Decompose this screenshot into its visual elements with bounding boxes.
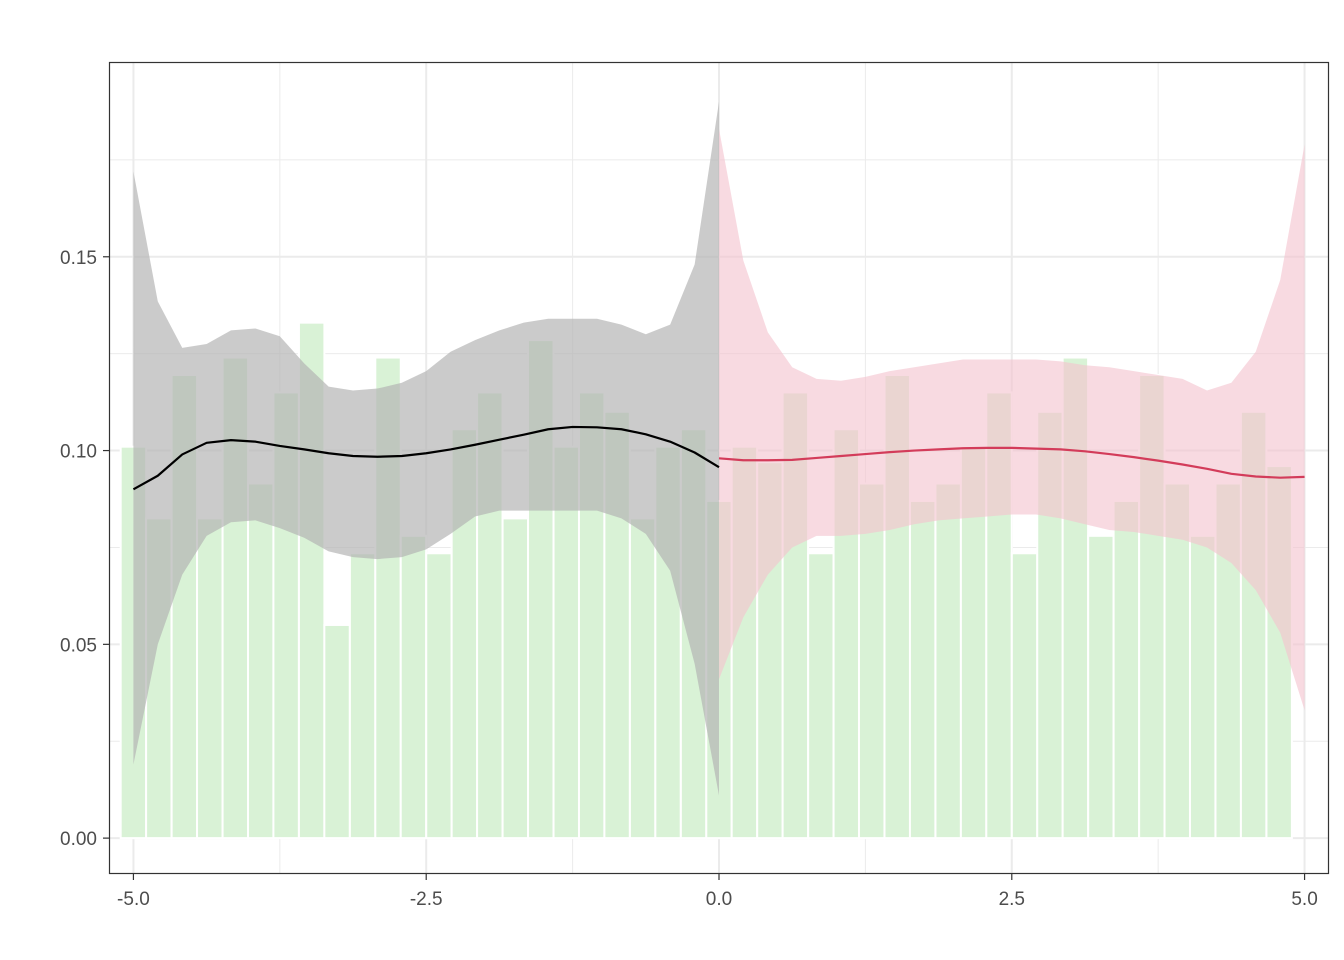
- histogram-bar: [552, 445, 581, 840]
- x-tick-label: 5.0: [1291, 889, 1317, 910]
- histogram-bar: [857, 482, 886, 840]
- x-tick-label: -2.5: [410, 889, 443, 910]
- x-tick-label: -5.0: [117, 889, 150, 910]
- left-confidence-band: [133, 101, 720, 796]
- fit-lines: [132, 425, 1305, 491]
- histogram-bar: [1188, 534, 1217, 840]
- histogram-bar: [1010, 552, 1039, 840]
- histogram-bar: [628, 517, 657, 840]
- histogram-bar: [196, 517, 224, 840]
- y-tick-label: 0.00: [60, 829, 97, 850]
- x-tick-label: 2.5: [999, 889, 1025, 910]
- histogram-bar: [1112, 499, 1141, 840]
- left-fit-line: [132, 425, 720, 491]
- histogram-bar: [501, 517, 530, 840]
- x-tick-label: 0.0: [706, 889, 732, 910]
- histogram-bar: [323, 623, 351, 840]
- right-confidence-band: [719, 128, 1305, 711]
- histogram-bar: [348, 552, 377, 840]
- confidence-bands: [133, 101, 1305, 796]
- histogram-bar: [1163, 482, 1192, 840]
- histogram-bar: [807, 552, 835, 840]
- y-tick-label: 0.15: [60, 248, 97, 269]
- histogram-bar: [399, 534, 428, 840]
- y-tick-label: 0.05: [60, 635, 97, 656]
- x-axis: -5.0 -2.5 0.0 2.5 5.0: [117, 873, 1318, 910]
- histogram-bar: [934, 482, 962, 840]
- histogram-bar: [1087, 534, 1115, 840]
- histogram-bar: [908, 499, 937, 840]
- y-axis: 0.00 0.05 0.10 0.15: [60, 248, 110, 850]
- histogram-bar: [425, 552, 453, 840]
- y-tick-label: 0.10: [60, 442, 97, 463]
- right-fit-line: [718, 446, 1305, 479]
- histogram-bar: [246, 482, 275, 840]
